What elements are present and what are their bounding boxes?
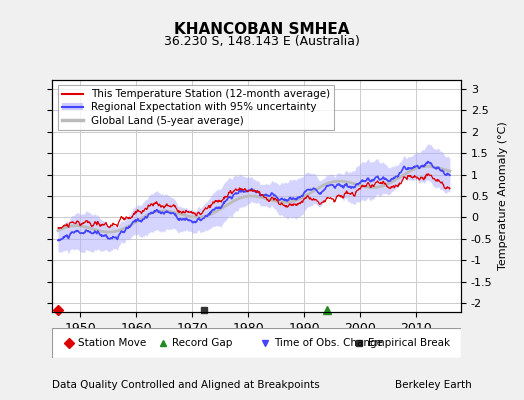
Y-axis label: Temperature Anomaly (°C): Temperature Anomaly (°C) (498, 122, 508, 270)
Text: 36.230 S, 148.143 E (Australia): 36.230 S, 148.143 E (Australia) (164, 36, 360, 48)
Text: Empirical Break: Empirical Break (368, 338, 450, 348)
Text: Berkeley Earth: Berkeley Earth (395, 380, 472, 390)
Text: KHANCOBAN SMHEA: KHANCOBAN SMHEA (174, 22, 350, 38)
Text: Record Gap: Record Gap (172, 338, 232, 348)
Legend: This Temperature Station (12-month average), Regional Expectation with 95% uncer: This Temperature Station (12-month avera… (58, 85, 334, 130)
FancyBboxPatch shape (52, 328, 461, 358)
Text: Station Move: Station Move (78, 338, 146, 348)
Text: Data Quality Controlled and Aligned at Breakpoints: Data Quality Controlled and Aligned at B… (52, 380, 320, 390)
Text: Time of Obs. Change: Time of Obs. Change (274, 338, 383, 348)
